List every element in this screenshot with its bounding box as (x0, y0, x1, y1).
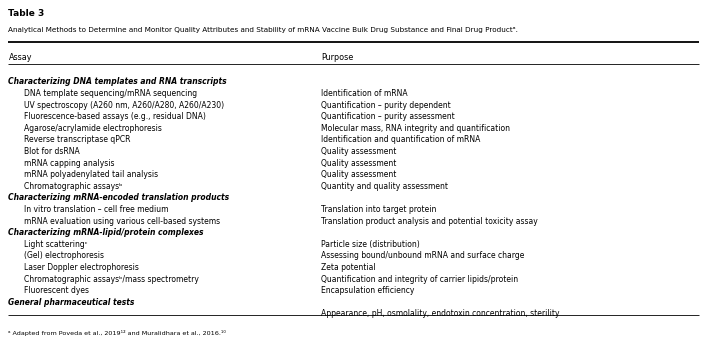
Text: Particle size (distribution): Particle size (distribution) (321, 240, 420, 249)
Text: Fluorescence-based assays (e.g., residual DNA): Fluorescence-based assays (e.g., residua… (24, 112, 206, 121)
Text: Table 3: Table 3 (8, 9, 44, 17)
Text: mRNA polyadenylated tail analysis: mRNA polyadenylated tail analysis (24, 170, 158, 179)
Text: Chromatographic assaysᵇ/mass spectrometry: Chromatographic assaysᵇ/mass spectrometr… (24, 275, 199, 283)
Text: Translation product analysis and potential toxicity assay: Translation product analysis and potenti… (321, 217, 538, 225)
Text: Quantification – purity assessment: Quantification – purity assessment (321, 112, 455, 121)
Text: Quantity and quality assessment: Quantity and quality assessment (321, 182, 448, 191)
Text: Chromatographic assaysᵇ: Chromatographic assaysᵇ (24, 182, 122, 191)
Text: Blot for dsRNA: Blot for dsRNA (24, 147, 80, 156)
Text: Quality assessment: Quality assessment (321, 147, 397, 156)
Text: Molecular mass, RNA integrity and quantification: Molecular mass, RNA integrity and quanti… (321, 124, 510, 133)
Text: Characterizing mRNA-encoded translation products: Characterizing mRNA-encoded translation … (8, 193, 229, 202)
Text: Characterizing DNA templates and RNA transcripts: Characterizing DNA templates and RNA tra… (8, 77, 227, 86)
Text: Fluorescent dyes: Fluorescent dyes (24, 286, 89, 295)
Text: Identification of mRNA: Identification of mRNA (321, 89, 408, 98)
Text: Analytical Methods to Determine and Monitor Quality Attributes and Stability of : Analytical Methods to Determine and Moni… (8, 27, 518, 33)
Text: Encapsulation efficiency: Encapsulation efficiency (321, 286, 414, 295)
Text: DNA template sequencing/mRNA sequencing: DNA template sequencing/mRNA sequencing (24, 89, 197, 98)
Text: In vitro translation – cell free medium: In vitro translation – cell free medium (24, 205, 169, 214)
Text: Identification and quantification of mRNA: Identification and quantification of mRN… (321, 135, 481, 144)
Text: Laser Doppler electrophoresis: Laser Doppler electrophoresis (24, 263, 139, 272)
Text: mRNA evaluation using various cell-based systems: mRNA evaluation using various cell-based… (24, 217, 220, 225)
Text: Quantification and integrity of carrier lipids/protein: Quantification and integrity of carrier … (321, 275, 518, 283)
Text: Quantification – purity dependent: Quantification – purity dependent (321, 101, 451, 109)
Text: Reverse transcriptase qPCR: Reverse transcriptase qPCR (24, 135, 131, 144)
Text: Light scatteringᶜ: Light scatteringᶜ (24, 240, 88, 249)
Text: UV spectroscopy (A260 nm, A260/A280, A260/A230): UV spectroscopy (A260 nm, A260/A280, A26… (24, 101, 224, 109)
Text: Agarose/acrylamide electrophoresis: Agarose/acrylamide electrophoresis (24, 124, 162, 133)
Text: Appearance, pH, osmolality, endotoxin concentration, sterility: Appearance, pH, osmolality, endotoxin co… (321, 309, 560, 318)
Text: (Gel) electrophoresis: (Gel) electrophoresis (24, 251, 104, 260)
Text: Assay: Assay (8, 53, 32, 62)
Text: Characterizing mRNA-lipid/protein complexes: Characterizing mRNA-lipid/protein comple… (8, 228, 204, 237)
Text: Assessing bound/unbound mRNA and surface charge: Assessing bound/unbound mRNA and surface… (321, 251, 525, 260)
Text: Purpose: Purpose (321, 53, 354, 62)
Text: Quality assessment: Quality assessment (321, 159, 397, 167)
Text: General pharmaceutical tests: General pharmaceutical tests (8, 298, 135, 307)
Text: mRNA capping analysis: mRNA capping analysis (24, 159, 114, 167)
Text: Translation into target protein: Translation into target protein (321, 205, 436, 214)
Text: Zeta potential: Zeta potential (321, 263, 376, 272)
Text: ᵃ Adapted from Poveda et al., 2019¹² and Muralidhara et al., 2016.¹⁰: ᵃ Adapted from Poveda et al., 2019¹² and… (8, 330, 227, 336)
Text: Quality assessment: Quality assessment (321, 170, 397, 179)
